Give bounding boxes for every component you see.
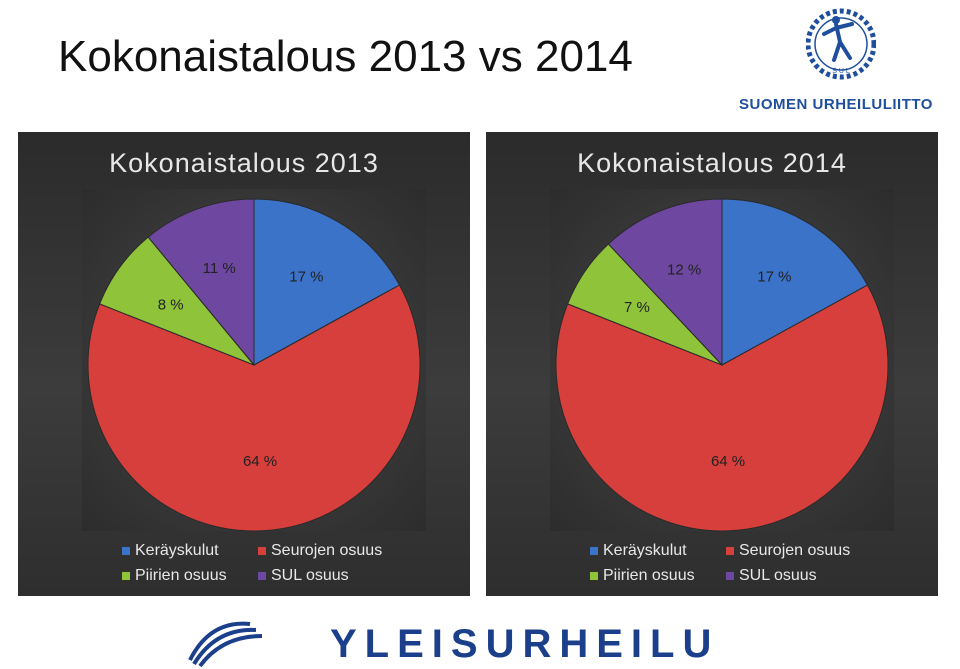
legend-item-piirien-osuus: Piirien osuus xyxy=(590,567,695,585)
legend-item-piirien-osuus: Piirien osuus xyxy=(122,567,227,585)
data-label: 17 % xyxy=(289,268,323,285)
data-label: 64 % xyxy=(711,453,745,470)
legend-swatch xyxy=(258,572,266,580)
data-label: 8 % xyxy=(158,297,184,314)
yleisurheilu-logo-icon xyxy=(188,621,263,668)
legend-label: Piirien osuus xyxy=(135,567,227,584)
data-label: 11 % xyxy=(203,260,236,277)
legend-item-kerayskulut: Keräyskulut xyxy=(122,542,219,560)
legend-item-sul-osuus: SUL osuus xyxy=(258,567,349,585)
legend-item-seurojen-osuus: Seurojen osuus xyxy=(258,542,382,560)
legend-swatch xyxy=(122,572,130,580)
pie-slice-sul-osuus xyxy=(607,198,723,367)
suomen-urheiluliitto-logo: S U L SUOMEN URHEILULIITTO xyxy=(726,2,946,113)
legend-item-kerayskulut: Keräyskulut xyxy=(590,542,687,560)
logo-text: SUOMEN URHEILULIITTO xyxy=(739,96,933,113)
legend-swatch xyxy=(726,547,734,555)
legend-item-sul-osuus: SUL osuus xyxy=(726,567,817,585)
plot-area: 17 % 64 % 7 % 12 % xyxy=(550,189,894,532)
plot-area: 17 % 64 % 8 % 11 % xyxy=(82,189,426,532)
pie-slice-sul-osuus xyxy=(147,198,255,367)
legend-swatch xyxy=(258,547,266,555)
legend-label: Keräyskulut xyxy=(603,542,687,559)
pie-slice-ker-yskulut xyxy=(253,198,401,366)
data-label: 12 % xyxy=(667,261,701,278)
chart-title: Kokonaistalous 2013 xyxy=(109,148,379,178)
chart-title: Kokonaistalous 2014 xyxy=(577,148,847,178)
legend-swatch xyxy=(726,572,734,580)
chart-panel-2013: Kokonaistalous 2013 17 % 64 % 8 % 11 % Kerä… xyxy=(18,132,470,596)
legend-item-seurojen-osuus: Seurojen osuus xyxy=(726,542,850,560)
chart-panel-2014: Kokonaistalous 2014 17 % 64 % 7 % 12 % Kerä… xyxy=(486,132,938,596)
svg-text:S U L: S U L xyxy=(832,68,850,75)
pie-slice-seurojen-osuus xyxy=(87,284,421,532)
slide-title: Kokonaistalous 2013 vs 2014 xyxy=(58,32,633,81)
legend-swatch xyxy=(590,572,598,580)
legend-swatch xyxy=(590,547,598,555)
data-label: 64 % xyxy=(243,453,277,470)
legend-label: Keräyskulut xyxy=(135,542,219,559)
legend-label: Piirien osuus xyxy=(603,567,695,584)
legend-label: Seurojen osuus xyxy=(739,542,851,559)
legend-label: SUL osuus xyxy=(739,567,817,584)
legend-label: SUL osuus xyxy=(271,567,349,584)
discus-thrower-emblem-icon: S U L xyxy=(806,8,876,80)
pie-chart: 17 % 64 % 8 % 11 % xyxy=(87,198,421,532)
data-label: 17 % xyxy=(757,268,791,285)
yleisurheilu-banner: YLEISURHEILU xyxy=(0,616,960,669)
legend-label: Seurojen osuus xyxy=(271,542,383,559)
pie-slice-seurojen-osuus xyxy=(555,284,889,532)
data-label: 7 % xyxy=(624,299,650,316)
pie-slice-ker-yskulut xyxy=(721,198,869,366)
legend-swatch xyxy=(122,547,130,555)
banner-title: YLEISURHEILU xyxy=(330,622,720,666)
pie-chart: 17 % 64 % 7 % 12 % xyxy=(555,198,889,532)
